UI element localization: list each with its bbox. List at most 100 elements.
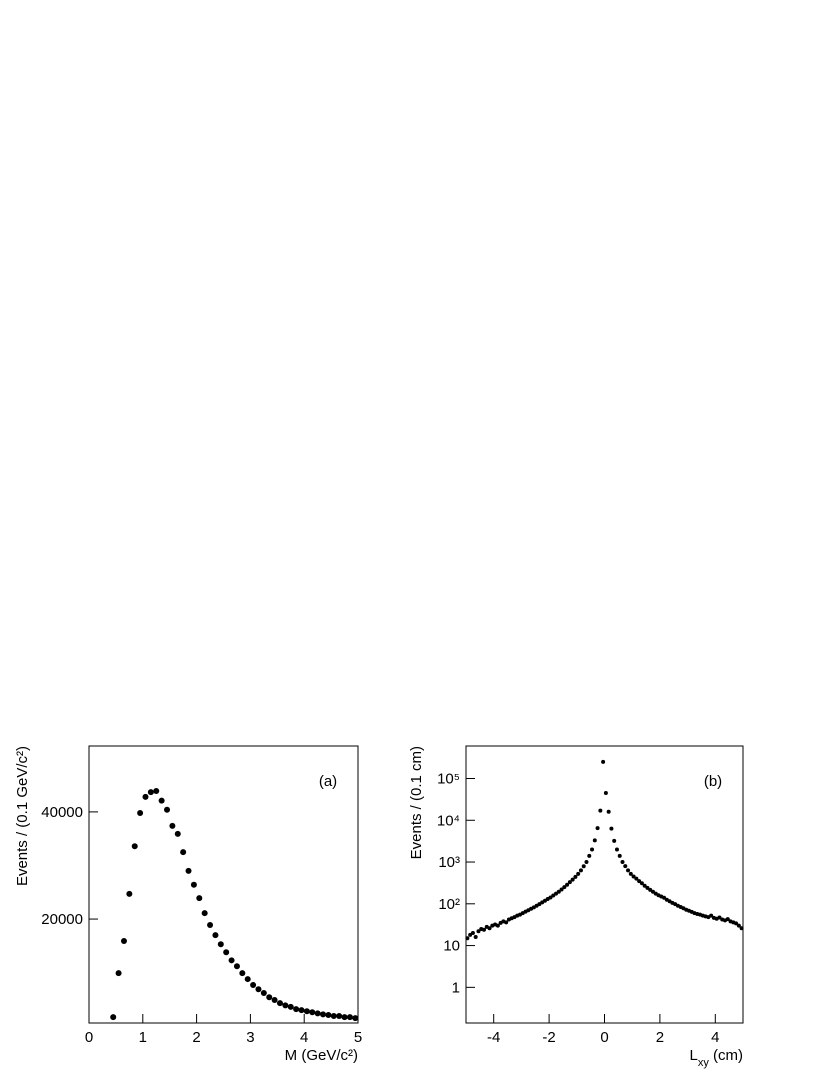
x-tick-label: 2	[656, 1029, 664, 1046]
data-point	[709, 913, 714, 918]
data-point	[626, 868, 631, 873]
data-point	[592, 838, 597, 843]
data-point	[174, 830, 181, 837]
data-point	[567, 880, 572, 885]
data-point	[115, 970, 122, 977]
data-point	[725, 917, 730, 922]
data-point	[239, 970, 246, 977]
x-tick-label: -2	[542, 1029, 555, 1046]
data-point	[617, 853, 622, 858]
data-point	[590, 847, 595, 852]
data-point	[570, 877, 575, 882]
data-point	[314, 1010, 321, 1017]
data-point	[717, 915, 722, 920]
data-point	[190, 881, 197, 888]
y-tick-label: 20000	[41, 911, 83, 928]
panel-label: (b)	[704, 773, 722, 790]
data-point	[169, 822, 176, 829]
data-point	[266, 994, 273, 1001]
data-point	[554, 891, 559, 896]
data-point	[309, 1009, 316, 1016]
data-point	[470, 930, 475, 935]
data-point	[548, 895, 553, 900]
data-point	[303, 1008, 310, 1015]
y-axis-label: Events / (0.1 GeV/c²)	[14, 746, 31, 886]
data-point	[180, 849, 187, 856]
data-point	[634, 876, 639, 881]
data-point	[482, 927, 487, 932]
data-point	[185, 867, 192, 874]
data-point	[196, 895, 203, 902]
data-point	[559, 887, 564, 892]
data-point	[276, 1000, 283, 1007]
data-point	[341, 1014, 348, 1021]
data-point	[126, 890, 133, 897]
data-point	[614, 847, 619, 852]
x-tick-label: 4	[300, 1029, 308, 1046]
data-point	[330, 1013, 337, 1020]
data-point	[734, 921, 739, 926]
x-tick-label: 1	[139, 1029, 147, 1046]
data-point	[739, 926, 744, 931]
data-point	[250, 981, 257, 988]
x-tick-label: -4	[487, 1029, 500, 1046]
data-point	[601, 759, 606, 764]
y-tick-label: 1	[452, 979, 460, 996]
data-point	[298, 1007, 305, 1014]
panel-label: (a)	[319, 773, 337, 790]
data-point	[207, 921, 214, 928]
data-point	[153, 788, 160, 795]
data-point	[612, 838, 617, 843]
plot-frame	[465, 745, 744, 1024]
data-point	[131, 843, 138, 850]
data-point	[320, 1011, 327, 1018]
data-point	[736, 923, 741, 928]
y-tick-label: 10²	[438, 896, 460, 913]
data-point	[606, 809, 611, 814]
data-point	[260, 989, 267, 996]
data-point	[201, 910, 208, 917]
data-point	[573, 874, 578, 879]
y-tick-label: 40000	[41, 804, 83, 821]
data-point	[645, 885, 650, 890]
x-tick-label: 3	[246, 1029, 254, 1046]
data-point	[556, 889, 561, 894]
data-point	[346, 1014, 353, 1021]
data-point	[581, 864, 586, 869]
data-point	[164, 806, 171, 813]
data-point	[158, 797, 165, 804]
data-point	[255, 986, 262, 993]
data-point	[336, 1013, 343, 1020]
data-point	[639, 881, 644, 886]
data-point	[352, 1015, 359, 1022]
data-point	[598, 808, 603, 813]
data-point	[628, 871, 633, 876]
data-point	[228, 957, 235, 964]
x-tick-label: 0	[85, 1029, 93, 1046]
data-point	[473, 935, 478, 940]
data-point	[631, 874, 636, 879]
data-point	[282, 1002, 289, 1009]
data-point	[147, 789, 154, 796]
data-point	[609, 826, 614, 831]
data-point	[637, 879, 642, 884]
y-tick-label: 10	[443, 938, 460, 955]
data-point	[595, 826, 600, 831]
data-point	[662, 895, 667, 900]
data-point	[603, 790, 608, 795]
data-point	[110, 1014, 117, 1021]
x-tick-label: 0	[600, 1029, 608, 1046]
data-point	[562, 885, 567, 890]
data-point	[476, 929, 481, 934]
data-point	[233, 963, 240, 970]
x-tick-label: 2	[192, 1029, 200, 1046]
y-tick-label: 10³	[438, 854, 460, 871]
data-point	[623, 864, 628, 869]
data-point	[287, 1003, 294, 1010]
data-point	[642, 883, 647, 888]
data-point	[495, 923, 500, 928]
data-point	[293, 1006, 300, 1013]
data-point	[650, 889, 655, 894]
